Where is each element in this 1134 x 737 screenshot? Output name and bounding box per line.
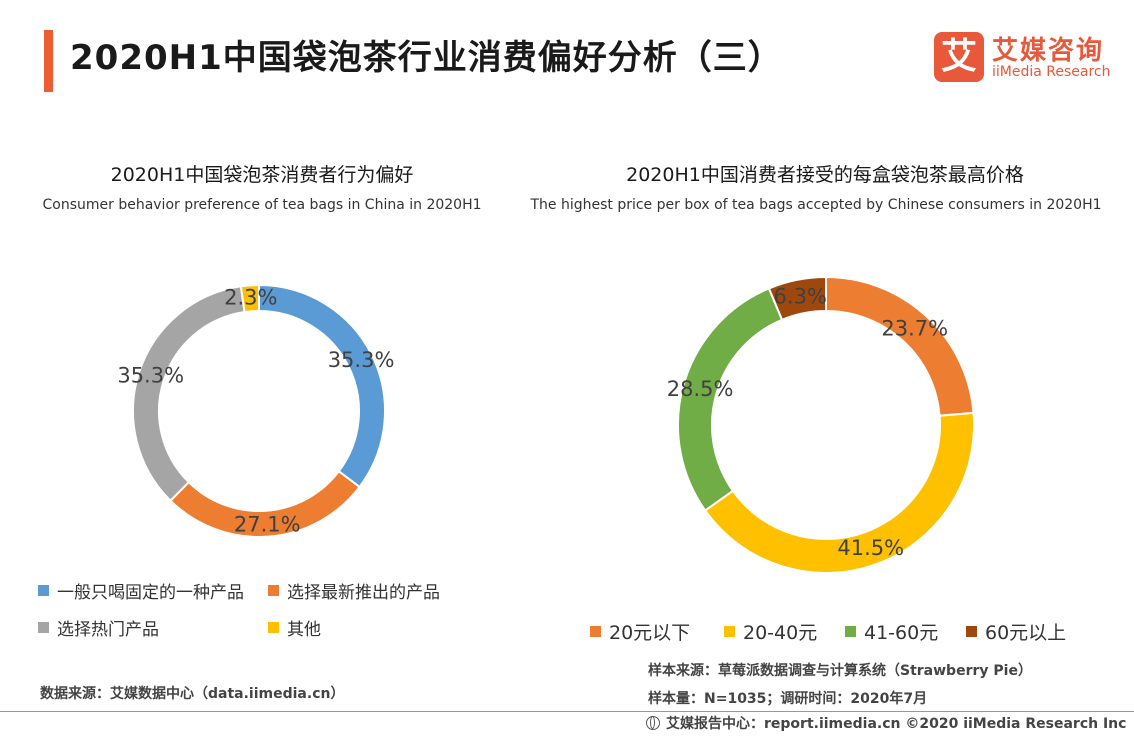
chart2-legend-item: 20-40元 (724, 618, 817, 645)
logo-mark-icon: 艾 (934, 32, 984, 82)
footer: 艾媒报告中心：report.iimedia.cn ©2020 iiMedia R… (646, 713, 1126, 733)
donut-slice (825, 275, 975, 417)
legend-label: 20元以下 (609, 622, 691, 644)
chart2-legend-item: 20元以下 (590, 618, 690, 645)
legend-swatch-brown (966, 626, 977, 637)
logo-name-en: iiMedia Research (992, 64, 1111, 80)
slice-data-label: 28.5% (667, 377, 734, 401)
slice-data-label: 2.3% (224, 285, 277, 309)
legend-swatch-yellow (724, 626, 735, 637)
slice-data-label: 23.7% (881, 317, 948, 341)
donut-slice (132, 285, 246, 503)
legend-swatch-green (845, 626, 856, 637)
legend-swatch-blue (38, 585, 49, 596)
slice-data-label: 6.3% (774, 285, 827, 309)
sample-source: 样本来源：草莓派数据调查与计算系统（Strawberry Pie） (648, 663, 1032, 679)
footer-divider (0, 711, 1134, 712)
title-accent-bar (44, 30, 53, 92)
legend-label: 其他 (287, 620, 321, 640)
donut-slice (258, 283, 386, 489)
chart1-title: 2020H1中国袋泡茶消费者行为偏好 (110, 164, 414, 186)
sample-size: 样本量：N=1035；调研时间：2020年7月 (648, 691, 928, 707)
chart2-title: 2020H1中国消费者接受的每盒袋泡茶最高价格 (626, 164, 1024, 186)
legend-label: 41-60元 (864, 622, 939, 644)
brand-logo: 艾 艾媒咨询 iiMedia Research (934, 30, 1124, 88)
slice-data-label: 35.3% (117, 363, 184, 387)
data-source: 数据来源：艾媒数据中心（data.iimedia.cn） (40, 686, 345, 702)
slice-data-label: 41.5% (837, 536, 904, 560)
legend-swatch-yellow (268, 622, 279, 633)
chart1-legend-item: 选择最新推出的产品 (268, 578, 440, 603)
legend-label: 20-40元 (743, 622, 818, 644)
legend-label: 选择热门产品 (57, 620, 159, 640)
donut-slice (767, 275, 827, 322)
legend-swatch-orange (590, 626, 601, 637)
legend-swatch-gray (38, 622, 49, 633)
slice-data-label: 27.1% (234, 513, 301, 537)
chart2-legend-item: 60元以上 (966, 618, 1066, 645)
page-title: 2020H1中国袋泡茶行业消费偏好分析（三） (70, 38, 783, 78)
legend-label: 60元以上 (985, 622, 1067, 644)
slice-data-label: 35.3% (328, 348, 395, 372)
chart1-legend-item: 一般只喝固定的一种产品 (38, 578, 244, 603)
legend-label: 选择最新推出的产品 (287, 583, 440, 603)
donut-slice (703, 411, 975, 574)
donut-slice (239, 283, 260, 314)
legend-swatch-orange (268, 585, 279, 596)
footer-text: 艾媒报告中心：report.iimedia.cn ©2020 iiMedia R… (666, 716, 1127, 732)
legend-label: 一般只喝固定的一种产品 (57, 583, 244, 603)
logo-name-cn: 艾媒咨询 (992, 36, 1105, 66)
chart1-legend-item: 选择热门产品 (38, 615, 159, 640)
globe-icon (646, 716, 660, 730)
chart2-legend-item: 41-60元 (845, 618, 938, 645)
chart2-subtitle: The highest price per box of tea bags ac… (530, 197, 1102, 213)
chart1-subtitle: Consumer behavior preference of tea bags… (42, 197, 482, 213)
chart1-legend-item: 其他 (268, 615, 321, 640)
